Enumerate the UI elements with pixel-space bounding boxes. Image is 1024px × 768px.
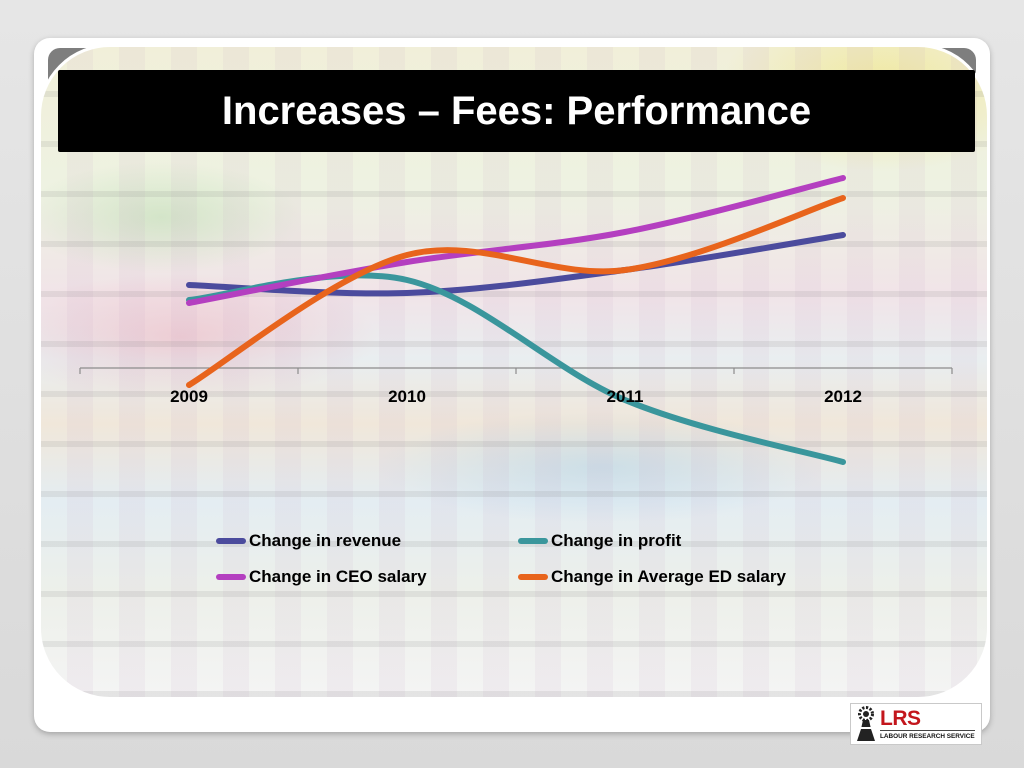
lrs-emblem-icon [857,706,875,741]
chart-legend: Change in revenue Change in profit Change … [216,530,818,588]
legend-label: Change in revenue [249,531,402,550]
legend-item: Change in revenue [216,530,518,552]
lrs-logo: LRS LABOUR RESEARCH SERVICE [850,703,982,745]
legend-item: Change in profit [518,530,818,552]
logo-mark: LRS [880,706,921,730]
logo-text: LRS LABOUR RESEARCH SERVICE [880,706,975,741]
legend-label: Change in profit [551,531,682,550]
legend-swatch [518,538,548,544]
legend-label: Change in CEO salary [249,567,427,586]
legend-label: Change in Average ED salary [551,567,786,586]
legend-swatch [216,538,246,544]
legend-item: Change in CEO salary [216,566,518,588]
title-bar: Increases – Fees: Performance [58,70,975,152]
legend-item: Change in Average ED salary [518,566,818,588]
slide-title: Increases – Fees: Performance [221,89,812,133]
logo-name: LABOUR RESEARCH SERVICE [880,729,975,741]
legend-swatch [518,574,548,580]
legend-swatch [216,574,246,580]
